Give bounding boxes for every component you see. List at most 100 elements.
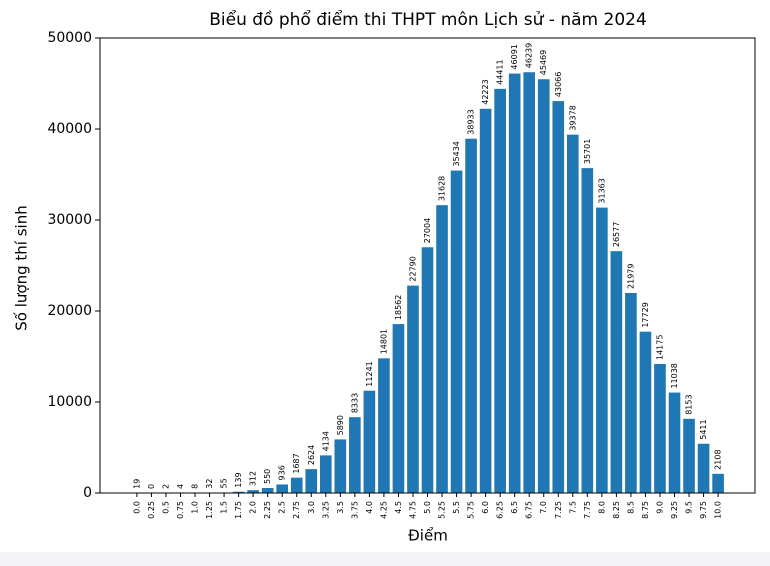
value-label: 43066 (554, 72, 563, 97)
value-label: 18562 (394, 295, 403, 320)
value-label: 31363 (597, 178, 606, 203)
value-label: 14175 (655, 335, 664, 360)
y-tick-label: 0 (83, 485, 92, 501)
bar (566, 134, 579, 493)
value-label: 0 (147, 484, 156, 489)
value-label: 14801 (379, 329, 388, 354)
bar (349, 417, 361, 493)
x-tick-label: 1.25 (205, 501, 214, 519)
bar (276, 484, 289, 493)
value-label: 139 (234, 472, 243, 487)
value-label: 1687 (292, 453, 301, 473)
x-tick-label: 4.25 (379, 501, 388, 519)
x-tick-label: 4.5 (394, 501, 403, 514)
value-label: 55 (220, 478, 229, 488)
value-label: 2 (161, 484, 170, 489)
x-tick-label: 8.25 (612, 501, 621, 519)
value-label: 8 (191, 484, 200, 489)
y-tick-label: 20000 (47, 303, 92, 319)
bar (436, 205, 448, 494)
x-tick-label: 1.75 (234, 501, 243, 519)
x-tick-label: 9.5 (685, 501, 694, 514)
bar (625, 292, 637, 493)
bar (610, 251, 623, 493)
x-tick-label: 8.75 (641, 501, 650, 519)
value-label: 2108 (714, 449, 723, 469)
value-label: 26577 (612, 222, 621, 247)
bar (232, 491, 245, 493)
x-axis-label: Điểm (408, 527, 448, 545)
plot-frame (99, 37, 756, 494)
value-label: 35434 (452, 141, 461, 166)
bar (494, 88, 506, 494)
x-tick-label: 2.75 (292, 501, 301, 519)
x-tick-label: 0.0 (132, 501, 141, 514)
value-label: 27004 (423, 218, 432, 243)
bar (581, 168, 594, 493)
x-tick-label: 3.5 (336, 501, 345, 514)
x-tick-label: 7.75 (583, 501, 592, 519)
x-tick-label: 5.5 (452, 501, 461, 514)
bar (421, 247, 434, 493)
x-tick-label: 2.0 (249, 501, 258, 514)
footer-band (0, 552, 770, 566)
value-label: 22790 (408, 256, 417, 281)
value-label: 8333 (350, 393, 359, 413)
bar (523, 72, 536, 493)
y-axis-label: Số lượng thí sinh (13, 205, 31, 330)
bar (450, 170, 463, 493)
value-label: 42223 (481, 79, 490, 104)
x-tick-label: 3.25 (321, 501, 330, 519)
bar (334, 439, 347, 493)
x-tick-label: 10.0 (714, 501, 723, 519)
value-label: 4134 (321, 431, 330, 451)
x-tick-label: 5.0 (423, 501, 432, 514)
x-tick-label: 6.5 (510, 501, 519, 514)
x-tick-label: 3.0 (307, 501, 316, 514)
x-tick-label: 3.75 (350, 501, 359, 519)
x-tick-label: 6.75 (525, 501, 534, 519)
x-tick-label: 9.0 (655, 501, 664, 514)
bar (392, 324, 405, 493)
value-label: 39378 (568, 105, 577, 130)
bar (479, 108, 492, 494)
bar (247, 490, 259, 493)
bar (465, 138, 477, 493)
value-label: 35701 (583, 139, 592, 164)
y-tick-label: 50000 (47, 30, 92, 46)
value-label: 17729 (641, 302, 650, 327)
x-tick-label: 5.75 (467, 501, 476, 519)
bar (639, 331, 652, 493)
value-label: 19 (132, 479, 141, 489)
x-tick-label: 7.5 (568, 501, 577, 514)
value-label: 46239 (525, 43, 534, 68)
value-label: 4 (176, 484, 185, 489)
value-label: 11241 (365, 361, 374, 386)
x-tick-label: 9.75 (699, 501, 708, 519)
value-label: 21979 (626, 264, 635, 289)
x-tick-label: 1.0 (191, 501, 200, 514)
x-tick-label: 0.75 (176, 501, 185, 519)
x-tick-label: 0.5 (161, 501, 170, 514)
bar (407, 285, 419, 493)
value-label: 5411 (699, 419, 708, 439)
bar (378, 358, 390, 493)
y-tick-label: 10000 (47, 394, 92, 410)
value-label: 8153 (685, 394, 694, 414)
x-tick-label: 7.25 (554, 501, 563, 519)
value-label: 44411 (496, 59, 505, 84)
bar (697, 443, 710, 493)
bar (552, 101, 565, 494)
value-label: 5890 (336, 415, 345, 435)
bar (596, 207, 608, 494)
bar (668, 392, 681, 493)
value-label: 2624 (307, 445, 316, 465)
x-tick-label: 6.25 (496, 501, 505, 519)
x-tick-label: 1.5 (220, 501, 229, 514)
bar (654, 364, 666, 493)
bar (712, 473, 724, 493)
value-label: 46091 (510, 44, 519, 69)
value-label: 550 (263, 469, 272, 484)
x-tick-label: 7.0 (539, 501, 548, 514)
